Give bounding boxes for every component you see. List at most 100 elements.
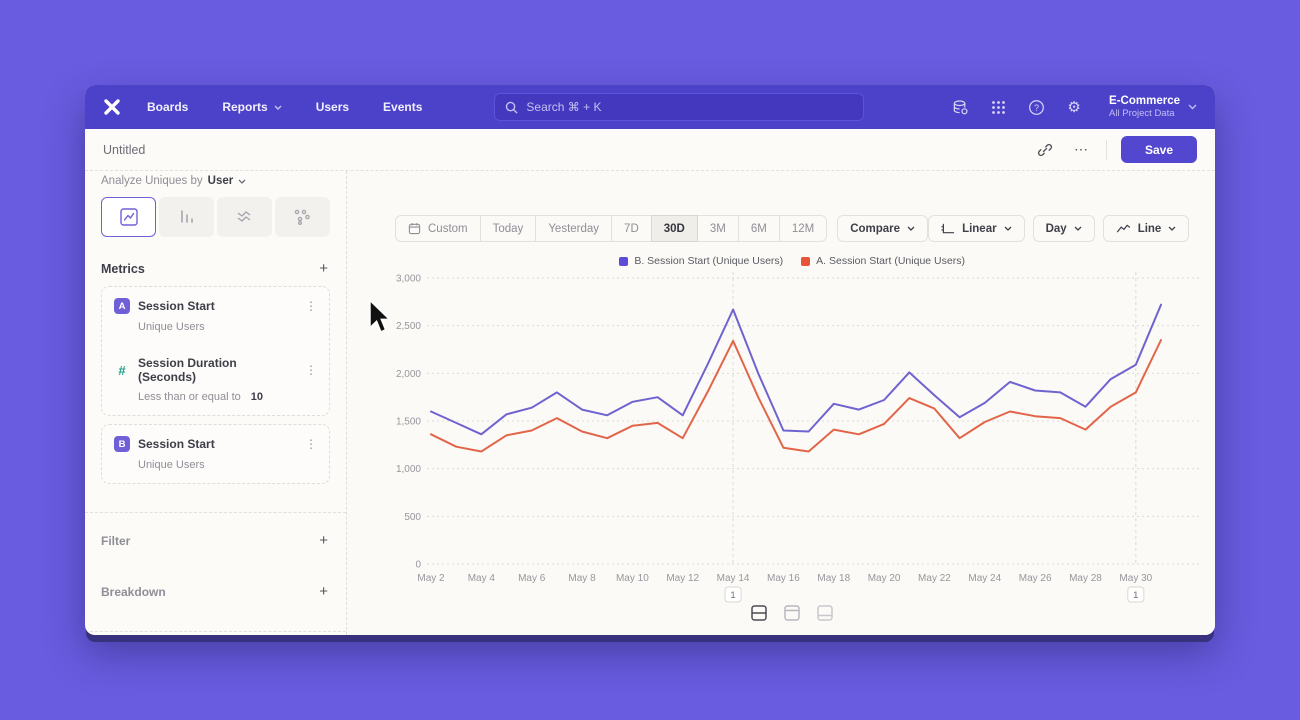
add-breakdown-button[interactable]: + (319, 583, 328, 600)
calendar-icon (408, 223, 421, 235)
metric-subtitle: Less than or equal to 10 (138, 391, 263, 403)
chevron-down-icon (907, 226, 915, 231)
svg-text:May 16: May 16 (767, 573, 800, 584)
app-window: Boards Reports Users Events Search ⌘ + K (85, 85, 1215, 635)
series-line-B[interactable] (430, 303, 1162, 436)
metric-card-a[interactable]: A Session Start ⋮ Unique Users (102, 287, 329, 345)
search-icon (506, 101, 518, 114)
metric-kebab-icon[interactable]: ⋮ (305, 299, 317, 313)
data-management-icon[interactable] (951, 98, 969, 116)
range-today[interactable]: Today (479, 215, 537, 242)
metric-kebab-icon[interactable]: ⋮ (305, 363, 317, 377)
metric-subtitle: Unique Users (138, 321, 205, 333)
analyze-label: Analyze Uniques by (101, 175, 203, 187)
date-range-segment: Custom Today Yesterday 7D 30D 3M 6M 12M (395, 215, 828, 242)
line-chart[interactable]: 0 500 1,000 1,500 2,000 2,500 3,000 May 2 May 4 M… (347, 268, 1215, 612)
nav-item-boards[interactable]: Boards (147, 100, 189, 114)
svg-text:May 30: May 30 (1119, 573, 1152, 584)
tab-retention[interactable] (217, 197, 272, 237)
project-selector[interactable]: E-Commerce All Project Data (1109, 95, 1197, 119)
breakdown-section: Breakdown + (85, 584, 346, 599)
chevron-down-icon (1188, 104, 1197, 110)
project-subtitle: All Project Data (1109, 108, 1175, 119)
metric-group-1: A Session Start ⋮ Unique Users # Session… (101, 286, 330, 416)
filter-section: Filter + (85, 512, 346, 548)
scale-dropdown[interactable]: Linear (928, 215, 1025, 242)
save-button[interactable]: Save (1121, 136, 1197, 163)
table-view-button[interactable] (815, 603, 835, 623)
analyze-value-dropdown[interactable]: User (207, 175, 234, 187)
search-placeholder: Search ⌘ + K (526, 100, 602, 114)
compare-dropdown[interactable]: Compare (837, 215, 929, 242)
metric-threshold-value[interactable]: 10 (250, 391, 263, 403)
svg-text:May 18: May 18 (817, 573, 850, 584)
range-3m[interactable]: 3M (696, 215, 739, 242)
search-input[interactable]: Search ⌘ + K (494, 93, 865, 121)
svg-text:1: 1 (730, 590, 735, 601)
svg-text:May 6: May 6 (518, 573, 546, 584)
chart-type-tabs (85, 193, 346, 237)
retention-icon (237, 211, 250, 222)
line-type-icon (1116, 224, 1130, 233)
svg-text:0: 0 (415, 560, 421, 571)
nav-item-reports[interactable]: Reports (222, 100, 282, 114)
project-name: E-Commerce (1109, 95, 1180, 107)
report-title[interactable]: Untitled (103, 142, 146, 157)
chart-legend: B. Session Start (Unique Users) A. Sessi… (347, 255, 1215, 267)
split-view-button[interactable] (749, 603, 769, 623)
chevron-down-icon (238, 179, 246, 184)
nav-right-icons: ? ⚙ E-Commerce All Project Data (951, 95, 1197, 119)
tab-flows[interactable] (275, 197, 330, 237)
chart-area: 0 500 1,000 1,500 2,000 2,500 3,000 May 2 May 4 M… (347, 268, 1215, 612)
svg-text:2,000: 2,000 (396, 369, 421, 380)
tab-insights-line[interactable] (101, 197, 157, 237)
nav-item-events[interactable]: Events (383, 100, 423, 114)
metric-card-b[interactable]: B Session Start ⋮ Unique Users (102, 425, 329, 483)
line-chart-icon (119, 208, 138, 226)
metric-card-duration[interactable]: # Session Duration (Seconds) ⋮ Less than… (102, 345, 329, 415)
nav-item-users[interactable]: Users (315, 100, 350, 114)
metric-title: Session Start (138, 299, 215, 313)
legend-item-a[interactable]: A. Session Start (Unique Users) (801, 255, 965, 267)
annotation-marker[interactable]: 1 (724, 586, 742, 603)
legend-swatch-a (801, 256, 811, 266)
range-12m[interactable]: 12M (778, 215, 828, 242)
query-builder-sidebar: Analyze Uniques by User (85, 171, 346, 635)
apps-grid-icon[interactable] (989, 98, 1007, 116)
svg-text:2,500: 2,500 (396, 321, 421, 332)
help-icon[interactable]: ? (1027, 98, 1045, 116)
metric-badge-a: A (114, 298, 130, 314)
metric-badge-b: B (114, 436, 130, 452)
metric-badge-number: # (118, 362, 126, 378)
metric-kebab-icon[interactable]: ⋮ (305, 437, 317, 451)
svg-text:May 22: May 22 (918, 573, 951, 584)
mixpanel-logo-icon[interactable] (99, 95, 125, 119)
add-metric-button[interactable]: + (319, 260, 328, 277)
range-yesterday[interactable]: Yesterday (535, 215, 613, 242)
chart-view-button[interactable] (782, 603, 802, 623)
range-30d[interactable]: 30D (650, 215, 698, 242)
range-6m[interactable]: 6M (737, 215, 780, 242)
range-7d[interactable]: 7D (611, 215, 652, 242)
annotation-marker[interactable]: 1 (1127, 586, 1145, 603)
svg-text:May 4: May 4 (468, 573, 496, 584)
chevron-down-icon (1004, 226, 1012, 231)
divider (1106, 139, 1107, 160)
filter-label: Filter (101, 533, 131, 548)
chart-toolbar: Custom Today Yesterday 7D 30D 3M 6M 12M … (347, 215, 1215, 242)
copy-link-icon[interactable] (1034, 139, 1056, 161)
legend-label-a: A. Session Start (Unique Users) (816, 255, 965, 267)
svg-text:?: ? (1034, 102, 1039, 112)
svg-text:May 12: May 12 (666, 573, 699, 584)
range-custom[interactable]: Custom (395, 215, 481, 242)
tab-bar-chart[interactable] (159, 197, 215, 237)
svg-text:May 26: May 26 (1019, 573, 1052, 584)
interval-dropdown[interactable]: Day (1032, 215, 1095, 242)
more-options-icon[interactable]: ⋯ (1074, 141, 1088, 157)
legend-item-b[interactable]: B. Session Start (Unique Users) (619, 255, 783, 267)
chart-type-dropdown[interactable]: Line (1102, 215, 1190, 242)
view-layout-toggles (347, 603, 1215, 623)
add-filter-button[interactable]: + (319, 532, 328, 549)
settings-gear-icon[interactable]: ⚙ (1067, 98, 1081, 116)
series-line-A[interactable] (430, 339, 1162, 453)
